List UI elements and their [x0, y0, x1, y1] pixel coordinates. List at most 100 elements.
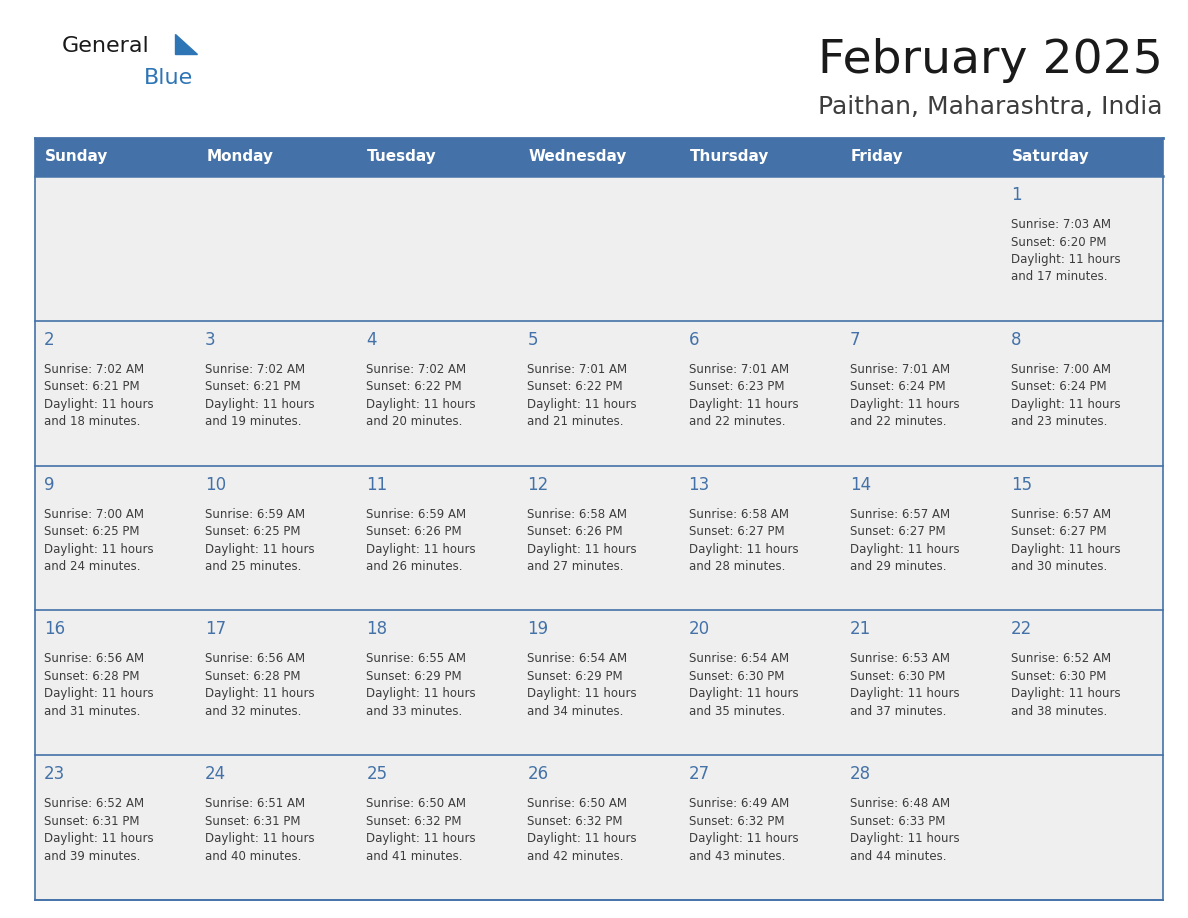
- Text: Sunrise: 6:58 AM: Sunrise: 6:58 AM: [527, 508, 627, 521]
- Text: Sunrise: 6:53 AM: Sunrise: 6:53 AM: [849, 653, 949, 666]
- Text: Saturday: Saturday: [1012, 150, 1089, 164]
- Text: Daylight: 11 hours: Daylight: 11 hours: [527, 397, 637, 410]
- Text: Sunset: 6:29 PM: Sunset: 6:29 PM: [366, 670, 462, 683]
- Text: Sunrise: 6:48 AM: Sunrise: 6:48 AM: [849, 797, 950, 811]
- Text: 28: 28: [849, 766, 871, 783]
- Text: Daylight: 11 hours: Daylight: 11 hours: [849, 397, 960, 410]
- Polygon shape: [175, 34, 197, 54]
- Text: Sunset: 6:21 PM: Sunset: 6:21 PM: [44, 380, 140, 393]
- Text: 25: 25: [366, 766, 387, 783]
- Text: and 23 minutes.: and 23 minutes.: [1011, 415, 1107, 429]
- Text: and 22 minutes.: and 22 minutes.: [689, 415, 785, 429]
- Text: Daylight: 11 hours: Daylight: 11 hours: [44, 543, 153, 555]
- Text: 10: 10: [206, 476, 226, 494]
- Text: Sunset: 6:25 PM: Sunset: 6:25 PM: [44, 525, 139, 538]
- Text: 6: 6: [689, 330, 699, 349]
- Text: and 29 minutes.: and 29 minutes.: [849, 560, 946, 573]
- Text: Sunset: 6:31 PM: Sunset: 6:31 PM: [44, 814, 139, 828]
- Text: Daylight: 11 hours: Daylight: 11 hours: [366, 543, 476, 555]
- Text: 13: 13: [689, 476, 709, 494]
- Text: Sunrise: 6:59 AM: Sunrise: 6:59 AM: [206, 508, 305, 521]
- Text: and 17 minutes.: and 17 minutes.: [1011, 271, 1107, 284]
- Text: Sunrise: 7:01 AM: Sunrise: 7:01 AM: [849, 363, 950, 375]
- Text: Friday: Friday: [851, 150, 903, 164]
- Text: and 37 minutes.: and 37 minutes.: [849, 705, 946, 718]
- Text: Sunrise: 6:50 AM: Sunrise: 6:50 AM: [527, 797, 627, 811]
- Text: and 39 minutes.: and 39 minutes.: [44, 850, 140, 863]
- Text: and 35 minutes.: and 35 minutes.: [689, 705, 785, 718]
- Text: Daylight: 11 hours: Daylight: 11 hours: [1011, 688, 1120, 700]
- Text: Sunrise: 7:02 AM: Sunrise: 7:02 AM: [44, 363, 144, 375]
- Text: and 44 minutes.: and 44 minutes.: [849, 850, 946, 863]
- Text: 11: 11: [366, 476, 387, 494]
- Text: and 32 minutes.: and 32 minutes.: [206, 705, 302, 718]
- Bar: [34, 320, 1163, 465]
- Text: 17: 17: [206, 621, 226, 638]
- Text: 12: 12: [527, 476, 549, 494]
- Text: Sunset: 6:27 PM: Sunset: 6:27 PM: [1011, 525, 1106, 538]
- Text: Sunrise: 6:57 AM: Sunrise: 6:57 AM: [1011, 508, 1111, 521]
- Text: Sunrise: 7:01 AM: Sunrise: 7:01 AM: [527, 363, 627, 375]
- Bar: [34, 138, 1163, 176]
- Text: 2: 2: [44, 330, 55, 349]
- Text: and 19 minutes.: and 19 minutes.: [206, 415, 302, 429]
- Text: Sunset: 6:27 PM: Sunset: 6:27 PM: [689, 525, 784, 538]
- Text: Daylight: 11 hours: Daylight: 11 hours: [44, 688, 153, 700]
- Text: Daylight: 11 hours: Daylight: 11 hours: [206, 543, 315, 555]
- Text: 27: 27: [689, 766, 709, 783]
- Text: Daylight: 11 hours: Daylight: 11 hours: [527, 833, 637, 845]
- Text: Sunrise: 6:51 AM: Sunrise: 6:51 AM: [206, 797, 305, 811]
- Text: and 40 minutes.: and 40 minutes.: [206, 850, 302, 863]
- Text: Sunrise: 6:56 AM: Sunrise: 6:56 AM: [44, 653, 144, 666]
- Text: Sunrise: 6:54 AM: Sunrise: 6:54 AM: [527, 653, 627, 666]
- Text: Sunrise: 6:59 AM: Sunrise: 6:59 AM: [366, 508, 467, 521]
- Text: Daylight: 11 hours: Daylight: 11 hours: [849, 833, 960, 845]
- Text: 26: 26: [527, 766, 549, 783]
- Text: Daylight: 11 hours: Daylight: 11 hours: [44, 397, 153, 410]
- Text: 22: 22: [1011, 621, 1032, 638]
- Text: Sunrise: 7:03 AM: Sunrise: 7:03 AM: [1011, 218, 1111, 231]
- Text: Tuesday: Tuesday: [367, 150, 437, 164]
- Text: Sunrise: 6:55 AM: Sunrise: 6:55 AM: [366, 653, 466, 666]
- Text: Daylight: 11 hours: Daylight: 11 hours: [44, 833, 153, 845]
- Text: Sunset: 6:21 PM: Sunset: 6:21 PM: [206, 380, 301, 393]
- Text: Sunset: 6:20 PM: Sunset: 6:20 PM: [1011, 236, 1106, 249]
- Text: Sunset: 6:28 PM: Sunset: 6:28 PM: [206, 670, 301, 683]
- Text: and 25 minutes.: and 25 minutes.: [206, 560, 302, 573]
- Text: and 38 minutes.: and 38 minutes.: [1011, 705, 1107, 718]
- Text: 15: 15: [1011, 476, 1032, 494]
- Text: Sunrise: 6:57 AM: Sunrise: 6:57 AM: [849, 508, 950, 521]
- Text: and 31 minutes.: and 31 minutes.: [44, 705, 140, 718]
- Text: Sunset: 6:27 PM: Sunset: 6:27 PM: [849, 525, 946, 538]
- Text: Sunset: 6:32 PM: Sunset: 6:32 PM: [689, 814, 784, 828]
- Text: and 26 minutes.: and 26 minutes.: [366, 560, 463, 573]
- Text: Sunset: 6:30 PM: Sunset: 6:30 PM: [849, 670, 946, 683]
- Text: Sunrise: 7:00 AM: Sunrise: 7:00 AM: [44, 508, 144, 521]
- Text: Daylight: 11 hours: Daylight: 11 hours: [849, 688, 960, 700]
- Text: 5: 5: [527, 330, 538, 349]
- Text: General: General: [62, 36, 150, 56]
- Text: Sunrise: 7:01 AM: Sunrise: 7:01 AM: [689, 363, 789, 375]
- Text: Sunrise: 6:54 AM: Sunrise: 6:54 AM: [689, 653, 789, 666]
- Text: and 42 minutes.: and 42 minutes.: [527, 850, 624, 863]
- Text: and 41 minutes.: and 41 minutes.: [366, 850, 463, 863]
- Text: Daylight: 11 hours: Daylight: 11 hours: [689, 397, 798, 410]
- Text: 21: 21: [849, 621, 871, 638]
- Text: and 20 minutes.: and 20 minutes.: [366, 415, 462, 429]
- Text: Sunrise: 6:58 AM: Sunrise: 6:58 AM: [689, 508, 789, 521]
- Text: Sunset: 6:22 PM: Sunset: 6:22 PM: [527, 380, 623, 393]
- Text: Blue: Blue: [144, 68, 194, 88]
- Text: Daylight: 11 hours: Daylight: 11 hours: [849, 543, 960, 555]
- Text: Sunset: 6:25 PM: Sunset: 6:25 PM: [206, 525, 301, 538]
- Text: 7: 7: [849, 330, 860, 349]
- Text: Sunset: 6:29 PM: Sunset: 6:29 PM: [527, 670, 623, 683]
- Text: Daylight: 11 hours: Daylight: 11 hours: [689, 688, 798, 700]
- Bar: [34, 465, 1163, 610]
- Text: Sunset: 6:30 PM: Sunset: 6:30 PM: [689, 670, 784, 683]
- Text: 9: 9: [44, 476, 55, 494]
- Text: 1: 1: [1011, 186, 1022, 204]
- Text: and 27 minutes.: and 27 minutes.: [527, 560, 624, 573]
- Text: Daylight: 11 hours: Daylight: 11 hours: [206, 833, 315, 845]
- Text: 8: 8: [1011, 330, 1022, 349]
- Text: Sunset: 6:32 PM: Sunset: 6:32 PM: [366, 814, 462, 828]
